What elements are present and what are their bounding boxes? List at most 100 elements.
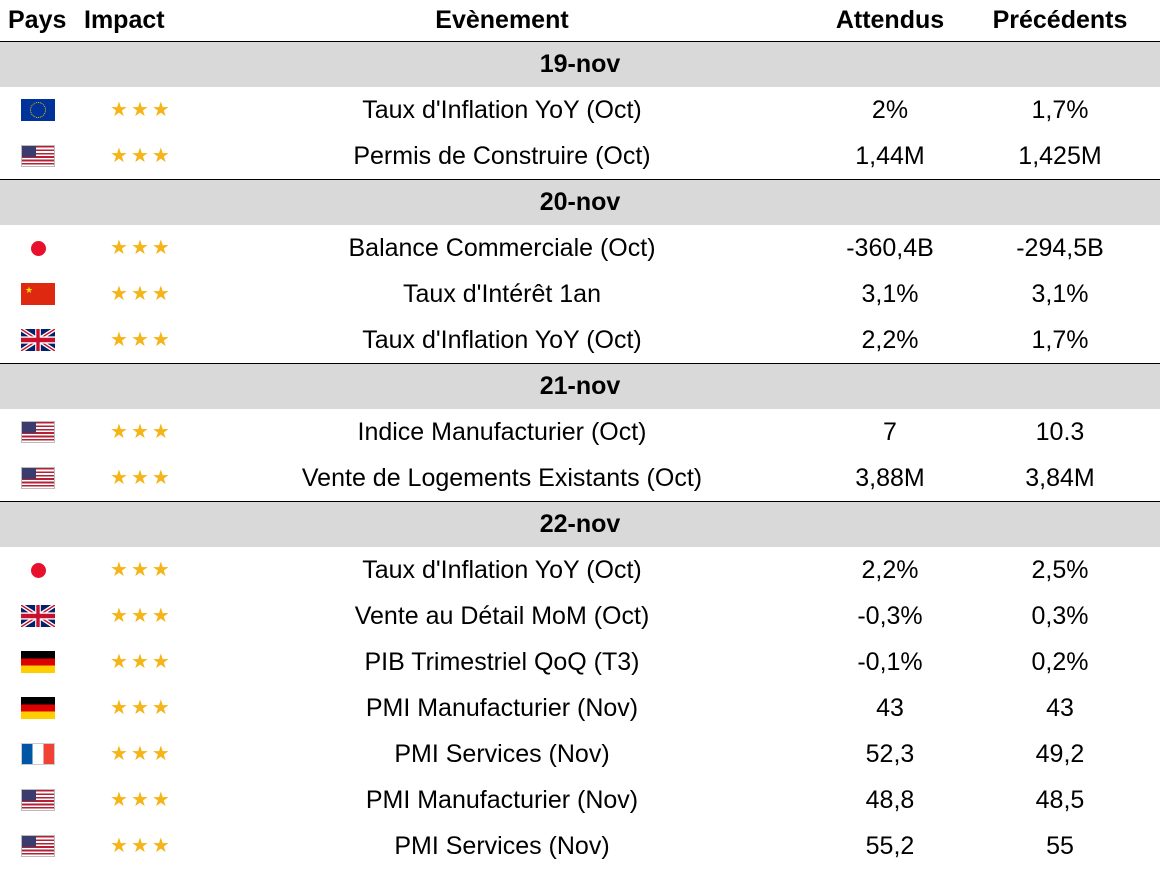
de-flag-icon <box>21 697 55 719</box>
star-icon: ★ <box>151 237 170 259</box>
expected-value: 52,3 <box>865 739 915 768</box>
previous-value: 1,7% <box>1031 95 1089 124</box>
table-row: ★ ★ ★ Vente de Logements Existants (Oct) 3,8… <box>0 455 1160 501</box>
previous-value: 2,5% <box>1031 555 1089 584</box>
uk-flag-icon <box>21 605 55 627</box>
date-group-header: 19-nov <box>0 42 1160 87</box>
table-row: ★ ★ ★ Permis de Construire (Oct) 1,44M 1,425M <box>0 133 1160 179</box>
header-precedents: Précédents <box>992 6 1128 34</box>
us-flag-icon <box>21 467 55 489</box>
star-icon: ★ <box>130 283 149 305</box>
fr-flag-icon <box>21 743 55 765</box>
table-row: ★ ★ ★ ★ Taux d'Intérêt 1an 3,1% 3,1% <box>0 271 1160 317</box>
star-icon: ★ <box>130 651 149 673</box>
impact-cell: ★ ★ ★ <box>80 685 200 731</box>
previous-value: 3,1% <box>1031 279 1089 308</box>
impact-cell: ★ ★ ★ <box>80 547 200 593</box>
impact-rating: ★ ★ ★ <box>80 652 170 672</box>
event-name: Permis de Construire (Oct) <box>353 141 651 170</box>
expected-value: -360,4B <box>846 233 934 262</box>
impact-rating: ★ ★ ★ <box>80 330 170 350</box>
impact-rating: ★ ★ ★ <box>80 468 170 488</box>
us-flag-icon <box>21 421 55 443</box>
star-icon: ★ <box>110 145 128 167</box>
impact-rating: ★ ★ ★ <box>80 284 170 304</box>
eu-flag-icon <box>21 99 55 121</box>
previous-value: 3,84M <box>1025 463 1095 492</box>
star-icon: ★ <box>151 329 170 351</box>
star-icon: ★ <box>110 329 128 351</box>
impact-cell: ★ ★ ★ <box>80 731 200 777</box>
table-row: ★ ★ ★ PMI Services (Nov) 55,2 55 <box>0 823 1160 869</box>
table-row: ★ ★ ★ Taux d'Inflation YoY (Oct) 2,2% 2,5% <box>0 547 1160 593</box>
previous-value: -294,5B <box>1016 233 1104 262</box>
expected-value: 55,2 <box>865 831 915 860</box>
event-name: Taux d'Inflation YoY (Oct) <box>362 555 642 584</box>
de-flag-icon <box>21 651 55 673</box>
event-name: Taux d'Inflation YoY (Oct) <box>362 325 642 354</box>
star-icon: ★ <box>110 835 128 857</box>
star-icon: ★ <box>151 743 170 765</box>
star-icon: ★ <box>110 99 128 121</box>
event-name: PMI Manufacturier (Nov) <box>365 785 639 814</box>
impact-rating: ★ ★ ★ <box>80 836 170 856</box>
previous-value: 55 <box>1046 831 1074 860</box>
event-name: PIB Trimestriel QoQ (T3) <box>364 647 640 676</box>
table-row: ★ ★ ★ Balance Commerciale (Oct) -360,4B -294,… <box>0 225 1160 271</box>
jp-flag-icon <box>30 562 46 578</box>
date-group-header: 22-nov <box>0 501 1160 547</box>
star-icon: ★ <box>130 605 149 627</box>
expected-value: 2,2% <box>861 555 919 584</box>
star-icon: ★ <box>151 467 170 489</box>
previous-value: 43 <box>1046 693 1074 722</box>
country-cell <box>0 731 76 777</box>
star-icon: ★ <box>151 605 170 627</box>
star-icon: ★ <box>130 467 149 489</box>
table-row: ★ ★ ★ PMI Manufacturier (Nov) 43 43 <box>0 685 1160 731</box>
table-row: ★ ★ ★ Taux d'Inflation YoY (Oct) 2,2% 1,7% <box>0 317 1160 363</box>
event-name: PMI Manufacturier (Nov) <box>365 693 639 722</box>
star-icon: ★ <box>110 283 128 305</box>
group-date: 20-nov <box>539 188 621 216</box>
date-group-header: 20-nov <box>0 179 1160 225</box>
impact-rating: ★ ★ ★ <box>80 146 170 166</box>
star-icon: ★ <box>110 651 128 673</box>
cn-flag-icon: ★ <box>21 283 55 305</box>
country-cell <box>0 639 76 685</box>
star-icon: ★ <box>151 99 170 121</box>
star-icon: ★ <box>110 421 128 443</box>
star-icon: ★ <box>130 99 149 121</box>
impact-cell: ★ ★ ★ <box>80 225 200 271</box>
country-cell <box>0 685 76 731</box>
event-name: Taux d'Inflation YoY (Oct) <box>362 95 642 124</box>
star-icon: ★ <box>151 697 170 719</box>
star-icon: ★ <box>130 789 149 811</box>
star-icon: ★ <box>110 467 128 489</box>
expected-value: 7 <box>883 417 897 446</box>
previous-value: 0,2% <box>1031 647 1089 676</box>
uk-flag-icon <box>21 329 55 351</box>
jp-flag-icon <box>30 240 46 256</box>
header-attendus: Attendus <box>835 6 945 34</box>
star-icon: ★ <box>151 835 170 857</box>
previous-value: 1,425M <box>1018 141 1102 170</box>
impact-cell: ★ ★ ★ <box>80 639 200 685</box>
impact-cell: ★ ★ ★ <box>80 133 200 179</box>
table-row: ★ ★ ★ Vente au Détail MoM (Oct) -0,3% 0,3% <box>0 593 1160 639</box>
impact-rating: ★ ★ ★ <box>80 698 170 718</box>
header-pays: Pays <box>8 6 67 34</box>
country-cell <box>0 823 76 869</box>
country-cell: ★ <box>0 271 76 317</box>
country-cell <box>0 409 76 455</box>
star-icon: ★ <box>110 697 128 719</box>
star-icon: ★ <box>151 559 170 581</box>
us-flag-icon <box>21 145 55 167</box>
country-cell <box>0 225 76 271</box>
star-icon: ★ <box>110 605 128 627</box>
country-cell <box>0 455 76 501</box>
country-cell <box>0 87 76 133</box>
previous-value: 0,3% <box>1031 601 1089 630</box>
table-header: Pays Impact Evènement Attendus Précédent… <box>0 0 1160 42</box>
impact-rating: ★ ★ ★ <box>80 238 170 258</box>
